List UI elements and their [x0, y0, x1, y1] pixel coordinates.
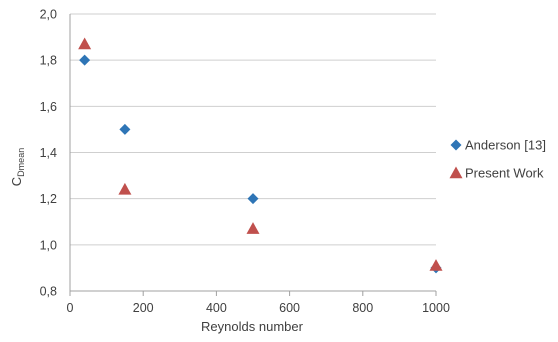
- y-tick-label: 1,2: [40, 192, 57, 206]
- x-tick-label: 600: [279, 301, 300, 315]
- y-axis-title-sub: Dmean: [16, 148, 26, 177]
- y-tick-label: 1,0: [40, 238, 57, 252]
- y-tick-label: 0,8: [40, 285, 57, 299]
- data-markers: [78, 37, 443, 274]
- y-tick-label: 1,4: [40, 146, 57, 160]
- legend: Anderson [13] Present Work: [449, 138, 546, 181]
- anderson-point: [247, 193, 259, 205]
- y-tick-label: 2,0: [40, 8, 57, 22]
- tick-labels: 0,8 1,0 1,2 1,4 1,6 1,8 2,0 0 200 400 600 800 1000: [40, 8, 450, 316]
- x-tick-label: 400: [206, 301, 227, 315]
- anderson-point: [79, 54, 91, 66]
- legend-diamond-marker: [450, 139, 462, 151]
- y-tick-label: 1,6: [40, 100, 57, 114]
- x-tick-label: 800: [352, 301, 373, 315]
- y-axis-title: CDmean: [9, 148, 26, 186]
- gridlines: [70, 13, 436, 246]
- x-axis-title: Reynolds number: [201, 319, 304, 334]
- anderson-point: [119, 123, 131, 135]
- legend-label: Anderson [13]: [465, 138, 546, 153]
- present-work-point: [78, 37, 92, 50]
- present-work-point: [429, 259, 443, 271]
- y-axis-title-main: C: [9, 177, 24, 186]
- legend-label: Present Work: [465, 166, 544, 181]
- x-tick-label: 1000: [422, 301, 450, 315]
- legend-triangle-marker: [449, 166, 463, 179]
- svg-text:CDmean: CDmean: [9, 148, 26, 186]
- x-tick-label: 0: [67, 301, 74, 315]
- axes: [69, 14, 437, 296]
- y-tick-label: 1,8: [40, 54, 57, 68]
- x-tick-label: 200: [133, 301, 154, 315]
- present-work-point: [118, 182, 132, 195]
- present-work-point: [246, 222, 260, 234]
